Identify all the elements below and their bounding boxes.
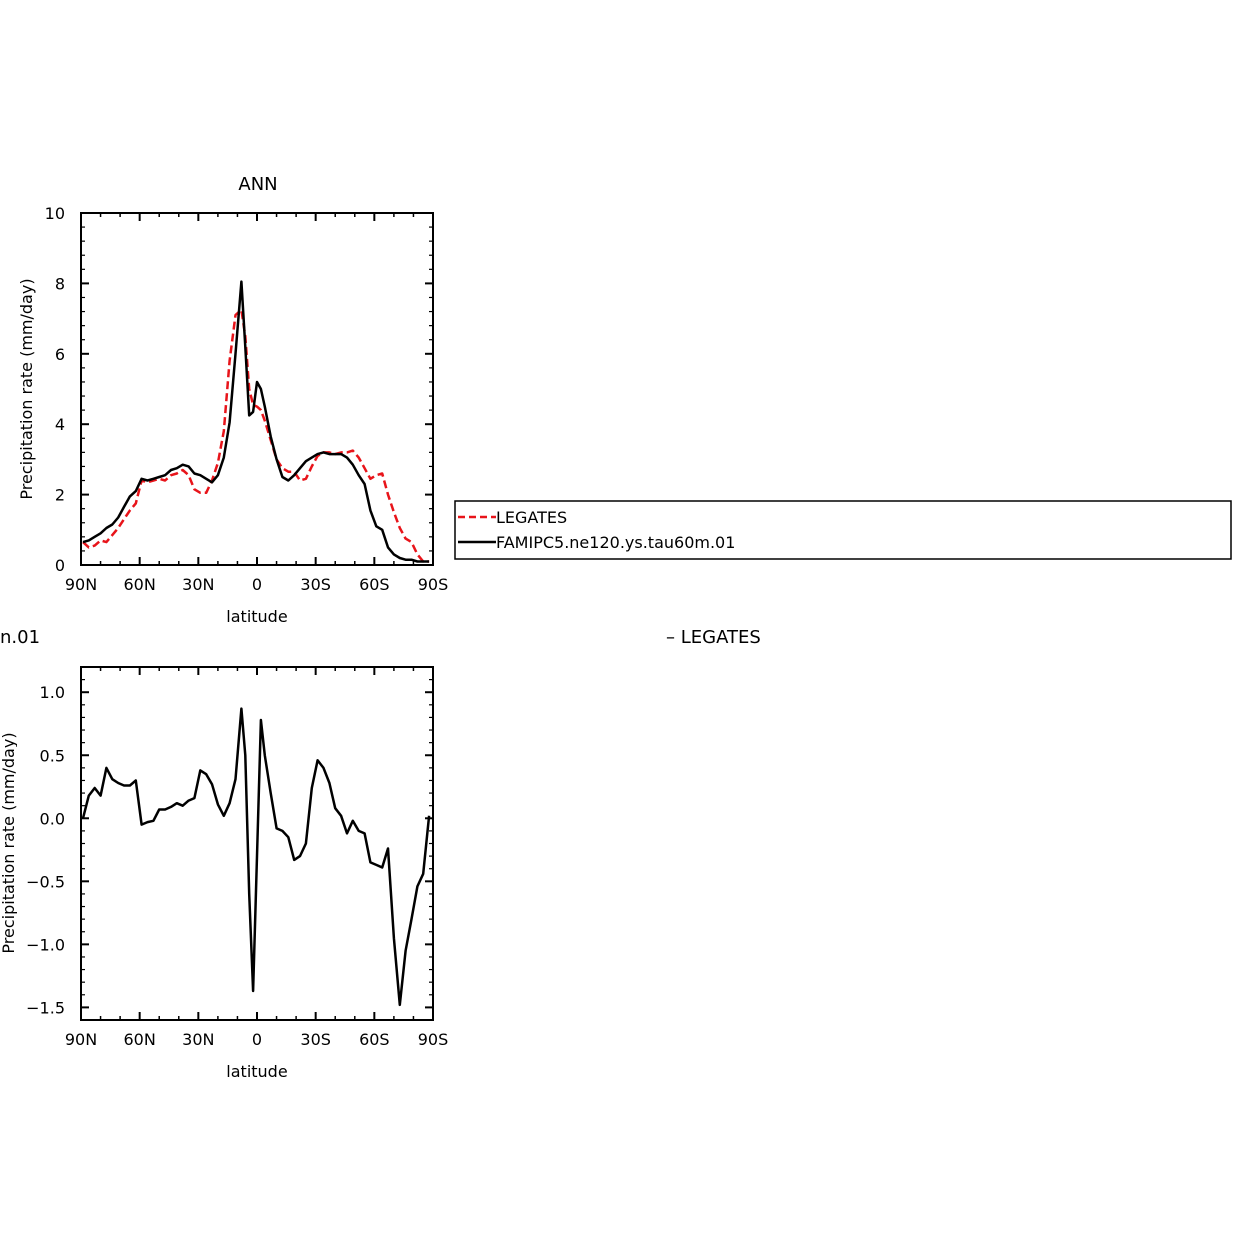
bottom-ylabel-clip: Precipitation rate (mm/day) <box>0 732 18 953</box>
p1-xtick-label-5: 60S <box>359 1030 390 1049</box>
p0-xtick-label-4: 30S <box>300 575 331 594</box>
p1-xtick-label-3: 0 <box>252 1030 262 1049</box>
p1-xtick-label-4: 30S <box>300 1030 331 1049</box>
bottom-partial-legend: – LEGATES <box>666 627 761 648</box>
p0-xtick-label-1: 60N <box>124 575 156 594</box>
p0-xtick-label-6: 90S <box>418 575 449 594</box>
bottom-x-axis: 90N 60N 30N 0 30S 60S 90S <box>65 667 448 1049</box>
p1-ytick-label-4: −1.0 <box>26 935 65 954</box>
p1-xtick-label-6: 90S <box>418 1030 449 1049</box>
p1-ytick-label-0: 1.0 <box>40 683 65 702</box>
p0-series-line-0 <box>82 308 430 563</box>
p0-ytick-label-5: 10 <box>45 204 65 223</box>
p1-series-line-0 <box>81 707 431 1007</box>
bottom-panel: n.01 – LEGATES 90N 60N 30N 0 30S 60S 90S 1.0 0.… <box>0 627 761 1081</box>
p1-xtick-label-1: 60N <box>124 1030 156 1049</box>
bottom-xlabel: latitude <box>226 1062 287 1081</box>
legend-label-model: FAMIPC5.ne120.ys.tau60m.01 <box>496 533 735 552</box>
p0-xtick-label-5: 60S <box>359 575 390 594</box>
top-x-axis: 90N 60N 30N 0 30S 60S 90S <box>65 213 448 594</box>
p1-xtick-label-0: 90N <box>65 1030 97 1049</box>
p0-ytick-label-0: 0 <box>55 556 65 575</box>
top-panel: ANN 90N 60N 30N 0 30S 60S 90S 0 2 4 6 8 10 latitude… <box>17 174 1232 626</box>
top-ylabel: Precipitation rate (mm/day) <box>17 278 36 499</box>
bottom-y-axis: 1.0 0.5 0.0 −0.5 −1.0 −1.5 <box>26 666 433 1021</box>
top-xlabel: latitude <box>226 607 287 626</box>
p1-xtick-label-2: 30N <box>182 1030 214 1049</box>
legend-label-legates: LEGATES <box>496 508 567 527</box>
p0-ytick-label-2: 4 <box>55 415 65 434</box>
p0-ytick-label-4: 8 <box>55 274 65 293</box>
p0-series-line-1 <box>82 280 430 563</box>
top-series-group <box>82 280 430 563</box>
p1-ytick-label-1: 0.5 <box>40 746 65 765</box>
p1-ytick-label-2: 0.0 <box>40 809 65 828</box>
p0-xtick-label-2: 30N <box>182 575 214 594</box>
p0-ytick-label-1: 2 <box>55 486 65 505</box>
legend-box: LEGATES FAMIPC5.ne120.ys.tau60m.01 <box>454 500 1232 560</box>
p1-ytick-label-5: −1.5 <box>26 998 65 1017</box>
p0-xtick-label-0: 90N <box>65 575 97 594</box>
p1-ytick-label-3: −0.5 <box>26 872 65 891</box>
p0-ytick-label-3: 6 <box>55 345 65 364</box>
top-title: ANN <box>238 174 277 195</box>
bottom-series-group <box>81 707 431 1007</box>
bottom-partial-ylabel: Precipitation rate (mm/day) <box>0 732 18 953</box>
p0-xtick-label-3: 0 <box>252 575 262 594</box>
bottom-partial-title: n.01 <box>0 627 40 648</box>
top-y-axis: 0 2 4 6 8 10 <box>45 204 433 575</box>
